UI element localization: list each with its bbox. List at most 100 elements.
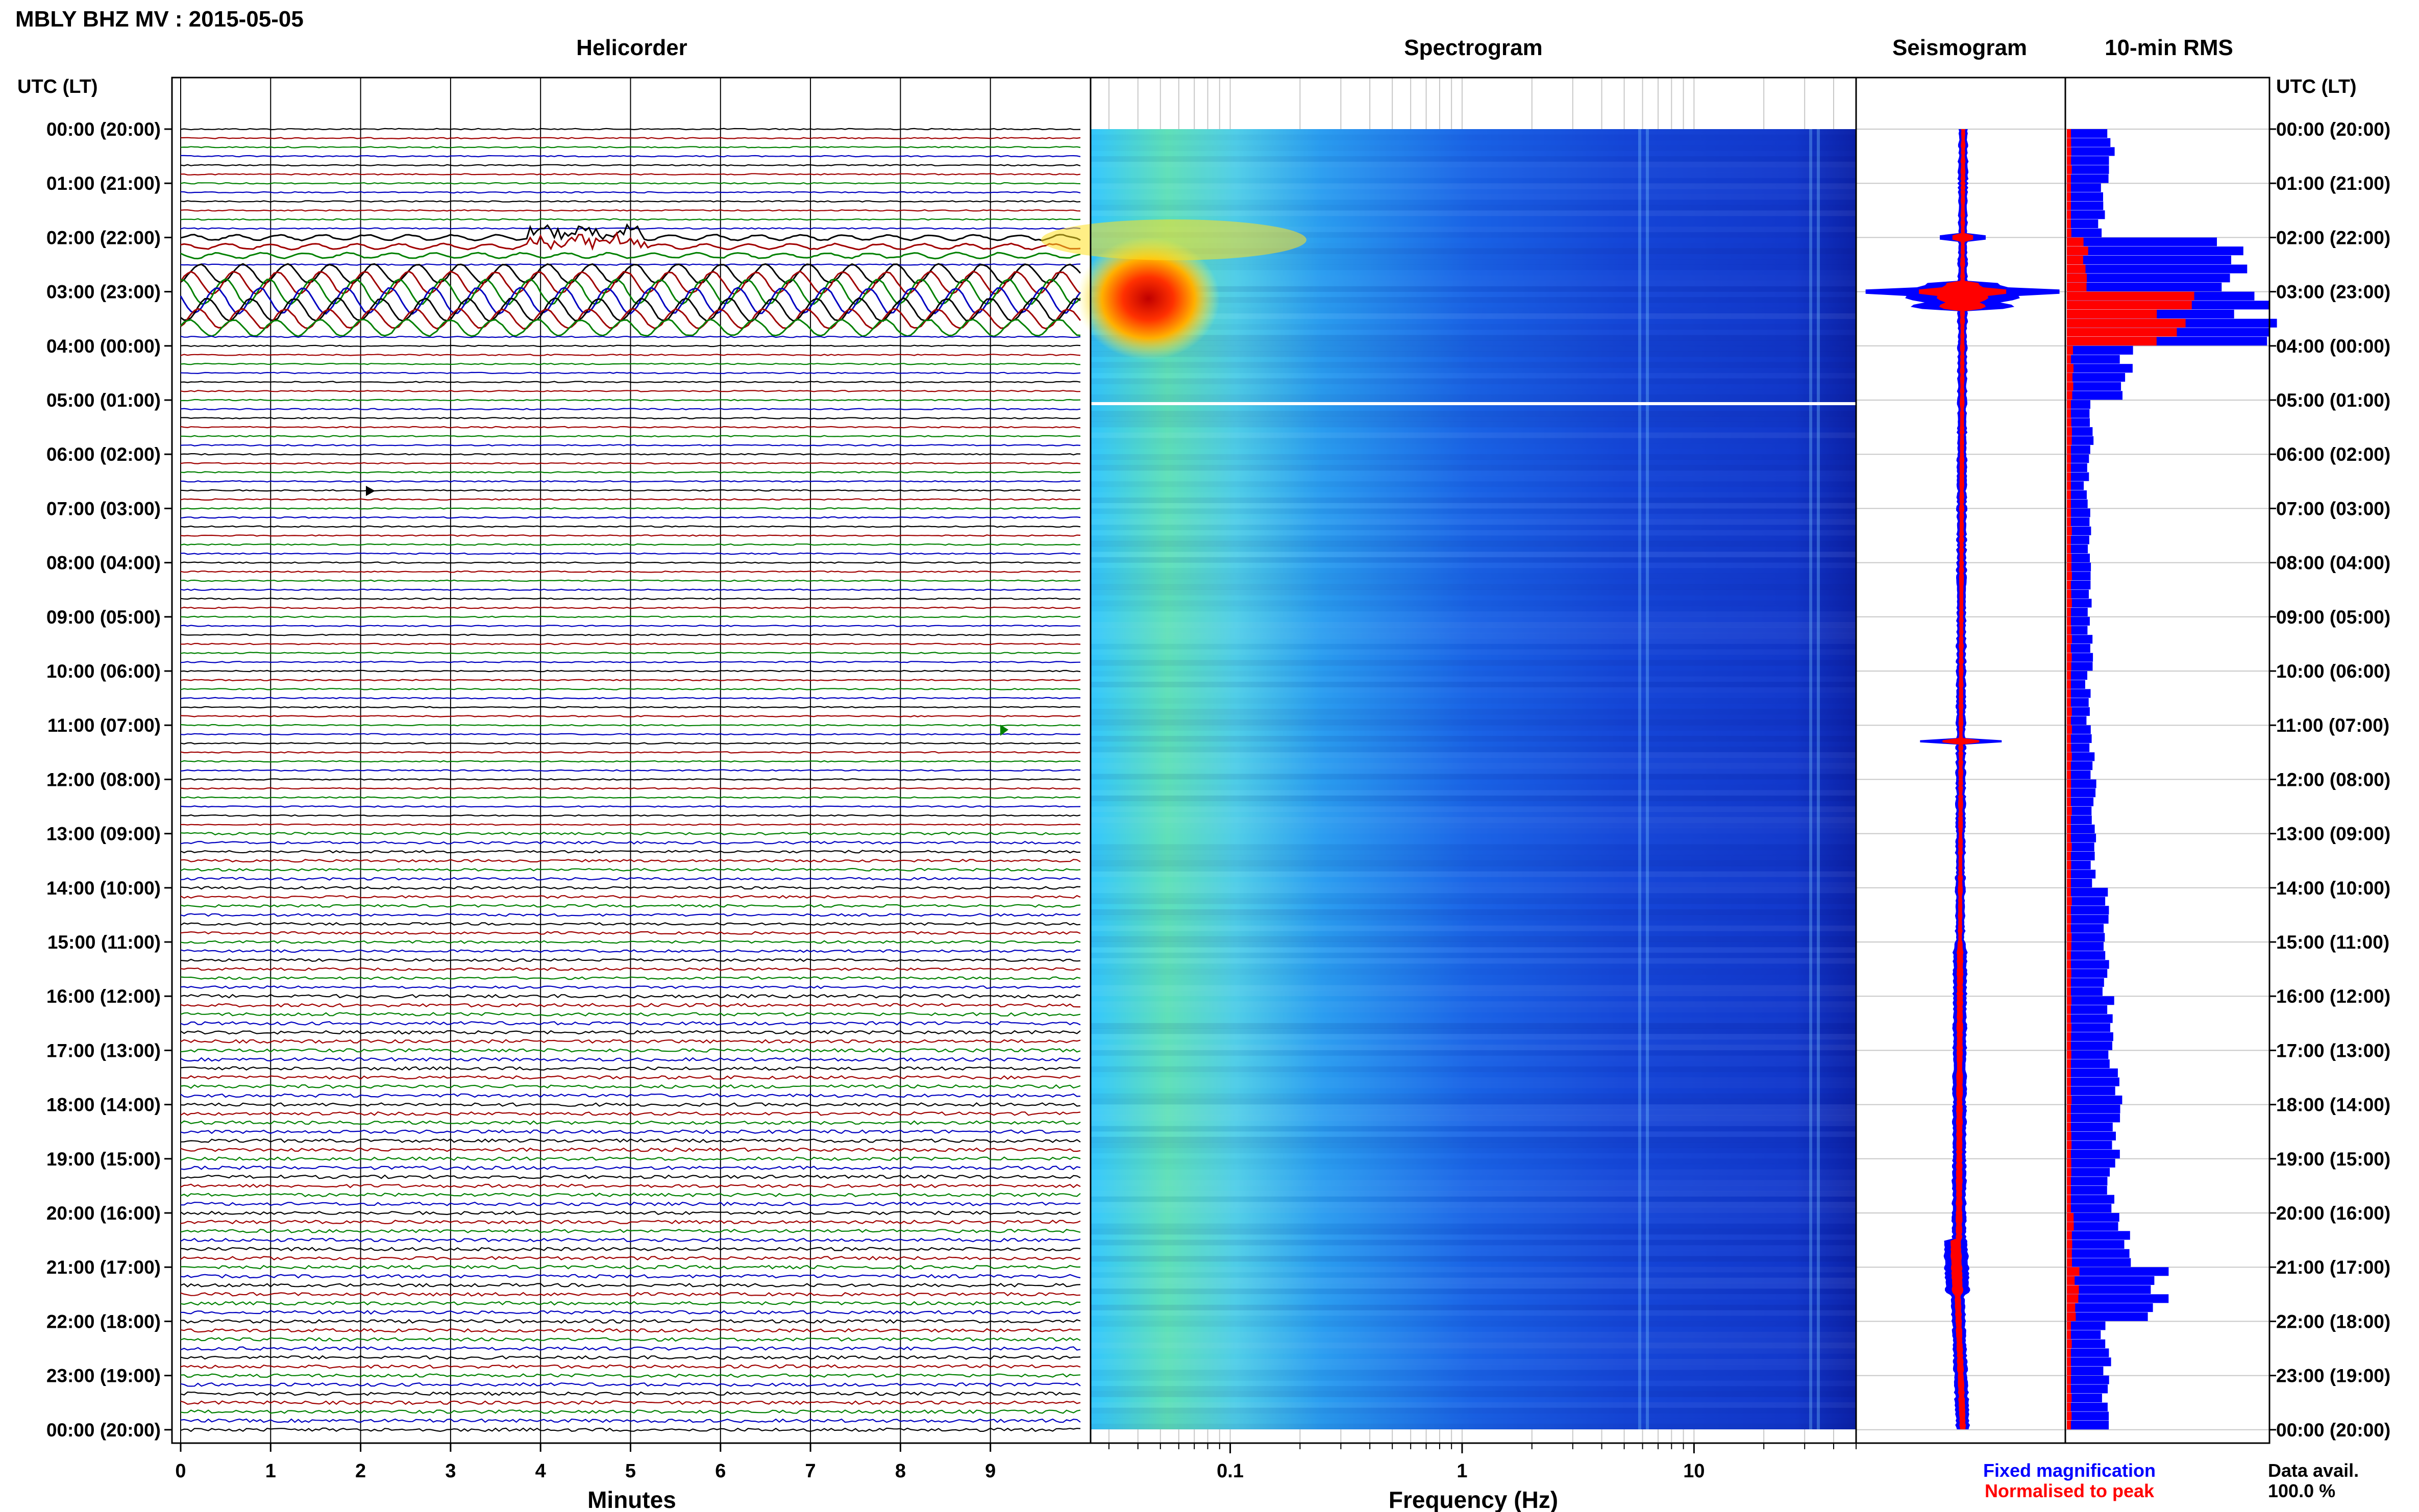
rms-bar-fixed <box>2067 535 2089 544</box>
rms-panel <box>2064 77 2277 1444</box>
rms-bar-normalised <box>2067 1141 2072 1150</box>
data-avail-label: Data avail. <box>2268 1460 2359 1481</box>
rms-bar-fixed <box>2067 581 2091 590</box>
helicorder-trace <box>180 371 1081 375</box>
time-label-left: 05:00 (01:00) <box>46 390 161 411</box>
helicorder-trace <box>180 859 1081 863</box>
rms-bar-normalised <box>2067 870 2071 879</box>
helicorder-trace <box>180 1084 1081 1089</box>
time-label-right: 10:00 (06:00) <box>2276 661 2390 682</box>
rms-bar-normalised <box>2067 562 2071 572</box>
spectrogram-gap-line <box>1091 402 1856 405</box>
helicorder-trace <box>180 967 1081 971</box>
rms-bar-normalised <box>2067 291 2194 301</box>
time-label-left: 22:00 (18:00) <box>46 1311 161 1332</box>
helicorder-trace <box>180 615 1081 618</box>
rms-bar-normalised <box>2067 1014 2071 1023</box>
helicorder-trace <box>180 182 1081 185</box>
helicorder-trace <box>180 660 1081 663</box>
rms-bar-fixed <box>2067 1086 2115 1096</box>
helicorder-trace <box>180 1147 1081 1152</box>
rms-bar-normalised <box>2067 914 2071 924</box>
helicorder-trace <box>180 697 1080 700</box>
rms-bar-fixed <box>2067 1375 2109 1384</box>
rms-bar-fixed <box>2067 987 2103 996</box>
rms-bar-fixed <box>2067 246 2243 256</box>
rms-bar-normalised <box>2067 264 2086 274</box>
time-label-right: 17:00 (13:00) <box>2276 1040 2390 1061</box>
time-label-left: 11:00 (07:00) <box>47 715 161 736</box>
rms-bar-normalised <box>2067 1086 2071 1096</box>
minutes-tick-label: 6 <box>715 1460 726 1482</box>
rms-bar-fixed <box>2067 1330 2101 1340</box>
time-label-left: 04:00 (00:00) <box>46 336 161 357</box>
rms-bar-fixed <box>2067 671 2087 680</box>
rms-bar-normalised <box>2067 463 2071 472</box>
rms-bar-normalised <box>2067 643 2071 653</box>
spectrogram-band-0200 <box>1041 219 1306 260</box>
rms-bar-fixed <box>2067 544 2088 554</box>
rms-bar-fixed <box>2067 653 2093 662</box>
helicorder-trace <box>180 1292 1081 1297</box>
rms-bar-fixed <box>2067 219 2099 229</box>
rms-bar-fixed <box>2067 725 2091 734</box>
rms-bar-fixed <box>2067 743 2090 752</box>
rms-bar-normalised <box>2067 1195 2071 1204</box>
helicorder-trace <box>180 534 1081 537</box>
helicorder-trace <box>180 1075 1081 1080</box>
rms-bar-normalised <box>2067 318 2186 328</box>
helicorder-trace <box>180 1382 1081 1387</box>
time-label-left: 13:00 (09:00) <box>46 824 161 845</box>
helicorder-trace <box>180 462 1081 465</box>
rms-bar-fixed <box>2067 589 2089 599</box>
helicorder-trace <box>180 751 1081 754</box>
rms-bar-normalised <box>2067 833 2071 842</box>
helicorder-trace <box>180 498 1080 501</box>
rms-bar-normalised <box>2067 581 2071 590</box>
helicorder-trace <box>180 1283 1081 1288</box>
rms-bar-fixed <box>2067 933 2105 942</box>
rms-bar-normalised <box>2067 1104 2071 1113</box>
rms-bar-fixed <box>2067 1258 2131 1267</box>
helicorder-trace <box>180 913 1081 917</box>
time-label-left: 02:00 (22:00) <box>46 227 161 248</box>
rms-bar-normalised <box>2067 192 2071 201</box>
rms-bar-fixed <box>2067 1014 2113 1023</box>
time-label-left: 20:00 (16:00) <box>46 1203 161 1224</box>
helicorder-trace <box>180 270 1081 295</box>
rms-bar-fixed <box>2067 138 2111 147</box>
rms-bar-fixed <box>2067 409 2090 418</box>
rms-bar-normalised <box>2067 1059 2071 1069</box>
rms-bar-normalised <box>2067 246 2088 256</box>
time-label-right: 07:00 (03:00) <box>2276 498 2390 519</box>
helicorder-trace <box>180 1220 1081 1225</box>
rms-bar-normalised <box>2067 978 2071 987</box>
helicorder-trace <box>180 263 1081 266</box>
helicorder-trace <box>181 435 1081 438</box>
time-label-right: 06:00 (02:00) <box>2276 444 2390 465</box>
time-label-right: 05:00 (01:00) <box>2276 390 2390 411</box>
helicorder-trace <box>180 1120 1081 1125</box>
helicorder-trace <box>180 598 1081 600</box>
helicorder-trace <box>180 670 1081 673</box>
helicorder-trace <box>180 1201 1081 1207</box>
time-label-right: 12:00 (08:00) <box>2276 769 2390 790</box>
helicorder-trace <box>180 399 1081 402</box>
rms-bar-fixed <box>2067 1321 2106 1330</box>
helicorder-trace <box>180 137 1081 140</box>
helicorder-trace <box>180 760 1081 763</box>
rms-bar-normalised <box>2067 129 2071 138</box>
helicorder-trace <box>180 679 1081 682</box>
right-axis-caption: UTC (LT) <box>2276 76 2357 97</box>
frequency-axis-label: Frequency (Hz) <box>1389 1486 1558 1512</box>
helicorder-trace <box>180 389 1081 392</box>
rms-bar-fixed <box>2067 1032 2113 1042</box>
helicorder-trace <box>180 344 1081 348</box>
rms-bar-normalised <box>2067 599 2072 608</box>
helicorder-trace <box>180 552 1081 555</box>
helicorder-trace <box>180 223 1081 241</box>
time-label-right: 16:00 (12:00) <box>2276 986 2390 1007</box>
helicorder-trace <box>180 516 1081 519</box>
helicorder-trace <box>180 335 1081 338</box>
seismogram-title: Seismogram <box>1892 35 2027 60</box>
